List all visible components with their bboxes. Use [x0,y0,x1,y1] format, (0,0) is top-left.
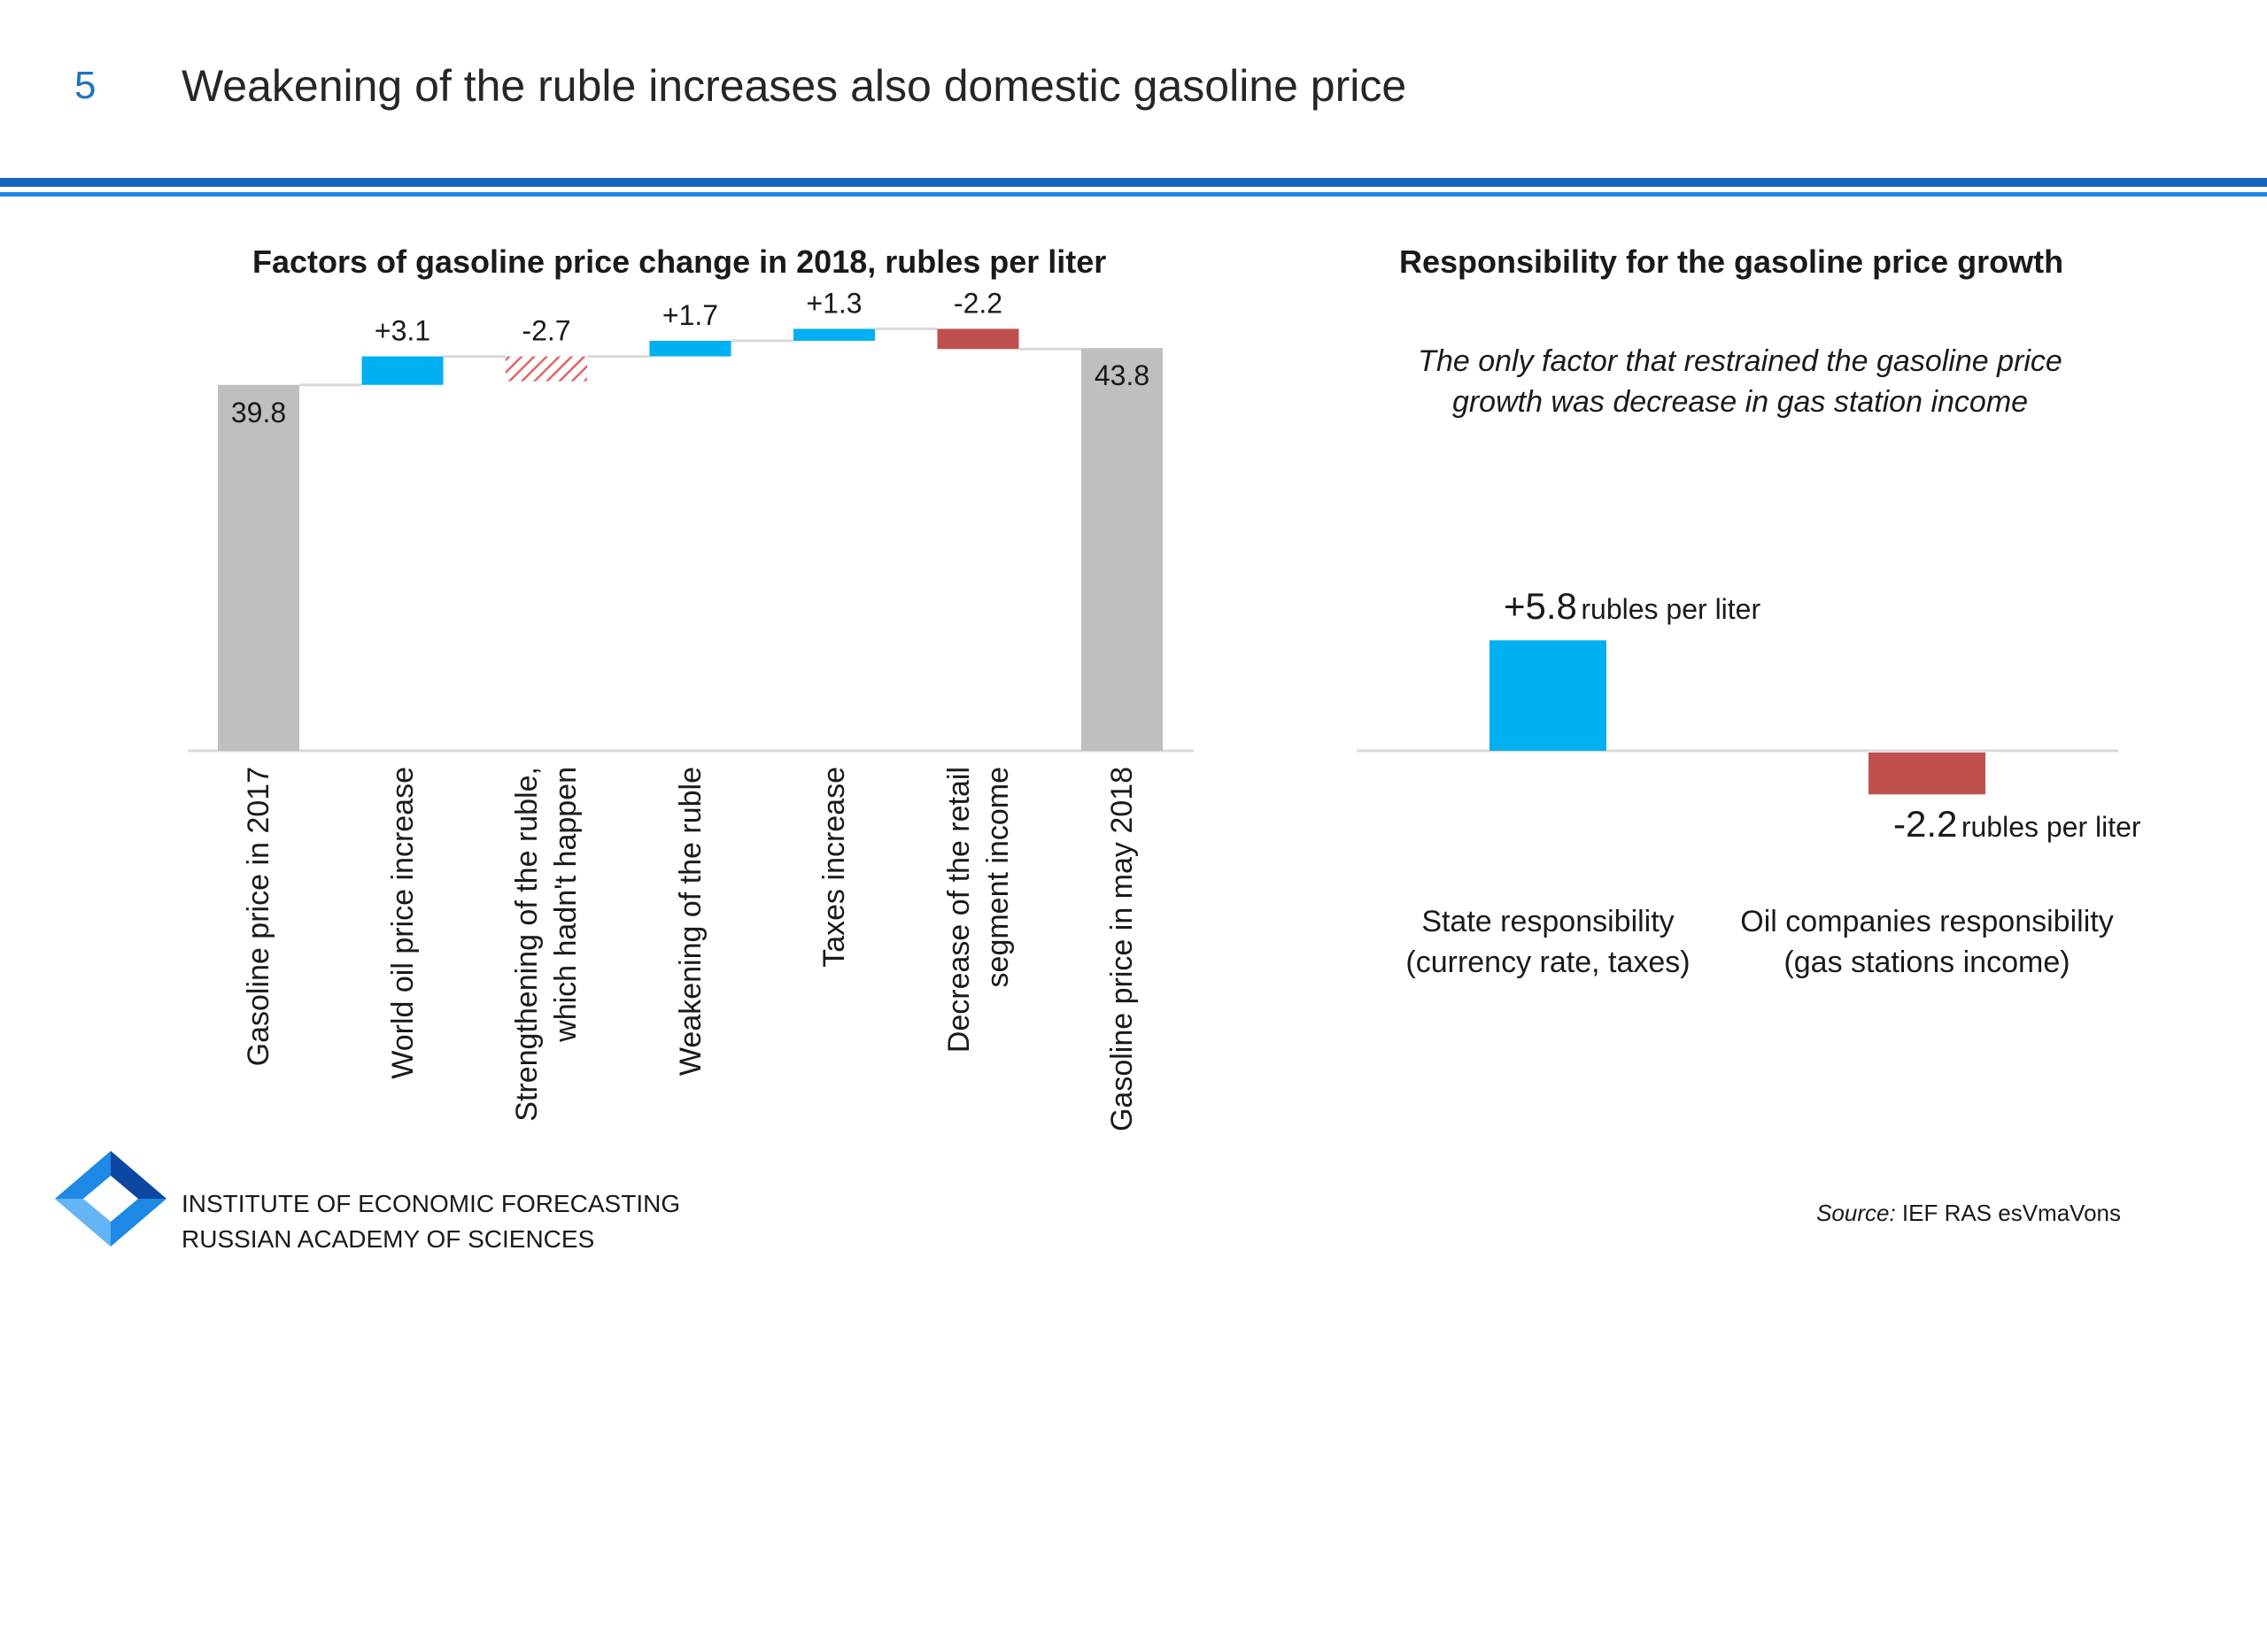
waterfall-chart-title: Factors of gasoline price change in 2018… [252,243,1107,280]
charts-canvas: 39.8 +3.1 -2.7 +1.7 +1.3 -2.2 43.8 [188,287,2118,795]
note-line-2: growth was decrease in gas station incom… [1451,385,2029,419]
responsibility-chart [1357,640,2118,795]
category-label-line-2: segment income [980,767,1015,988]
state-unit-text: rubles per liter [1581,593,1761,626]
responsibility-note: The only factor that restrained the gaso… [1373,341,2108,422]
institute-name: INSTITUTE OF ECONOMIC FORECASTING RUSSIA… [182,1186,680,1257]
oil-value-number: -2.2 [1893,803,1958,845]
waterfall-bar [506,356,587,382]
title-rule-thick [0,178,2267,187]
waterfall-category-label: Taxes increase [790,767,878,1652]
institute-logo [55,1151,166,1247]
waterfall-data-label: +3.1 [375,315,430,347]
state-value-unit: rubles per liter [1581,593,1760,625]
note-line-1: The only factor that restrained the gaso… [1418,344,2062,378]
slide-number: 5 [74,64,97,107]
waterfall-data-label: +1.7 [662,299,718,331]
category-label-line-1: Weakening of the ruble [673,767,708,1077]
institute-line-2: RUSSIAN ACADEMY OF SCIENCES [182,1225,595,1253]
source-label: Source: [1816,1200,1896,1226]
category-label-line-1: Strengthening of the ruble, [510,767,544,1122]
oil-label-line-2: (gas stations income) [1783,946,2070,979]
source-text: IEF RAS esVmaVons [1895,1200,2121,1226]
state-responsibility-label: State responsibility (currency rate, tax… [1353,901,1743,983]
waterfall-bar [793,328,875,341]
responsibility-chart-title: Responsibility for the gasoline price gr… [1399,243,2064,280]
waterfall-data-label: 43.8 [1095,359,1149,391]
waterfall-bar [361,356,444,385]
state-label-line-2: (currency rate, taxes) [1405,946,1691,979]
title-rule-thin [0,192,2267,197]
category-label-line-1: Gasoline price in may 2018 [1105,767,1139,1132]
oil-companies-responsibility-label: Oil companies responsibility (gas statio… [1732,901,2122,983]
waterfall-bar [218,384,299,751]
category-label-line-1: Decrease of the retail [941,767,976,1054]
waterfall-bar [937,328,1019,350]
category-label-line-1: World oil price increase [385,767,420,1079]
waterfall-data-label: -2.2 [954,287,1002,319]
category-label-line-1: Taxes increase [817,767,851,968]
slide-title: Weakening of the ruble increases also do… [182,61,1407,111]
waterfall-data-label: -2.7 [522,315,570,347]
oil-value-unit: rubles per liter [1961,811,2141,843]
category-label-line-1: Gasoline price in 2017 [242,767,275,1067]
waterfall-data-label: +1.3 [806,287,862,319]
state-label-line-1: State responsibility [1421,905,1675,938]
oil-companies-responsibility-value: -2.2 rubles per liter [1893,803,2141,845]
category-label-line-2: which hadn't happen [549,767,583,1042]
responsibility-bar [1869,753,1985,795]
oil-label-line-1: Oil companies responsibility [1740,905,2114,938]
waterfall-bar [649,340,731,357]
waterfall-bar [1081,348,1163,751]
waterfall-category-label: Decrease of the retail segment income [934,767,1023,1652]
state-value-number: +5.8 [1504,585,1577,628]
waterfall-category-label: Gasoline price in may 2018 [1078,767,1166,1652]
responsibility-bar [1489,640,1606,751]
oil-unit-text: rubles per liter [1961,811,2141,844]
waterfall-data-label: 39.8 [231,397,286,428]
institute-line-1: INSTITUTE OF ECONOMIC FORECASTING [182,1190,681,1217]
waterfall-chart: 39.8 +3.1 -2.7 +1.7 +1.3 -2.2 43.8 [188,287,1194,753]
source-note: Source: IEF RAS esVmaVons [1816,1200,2121,1227]
state-responsibility-value: +5.8 rubles per liter [1504,585,1760,628]
